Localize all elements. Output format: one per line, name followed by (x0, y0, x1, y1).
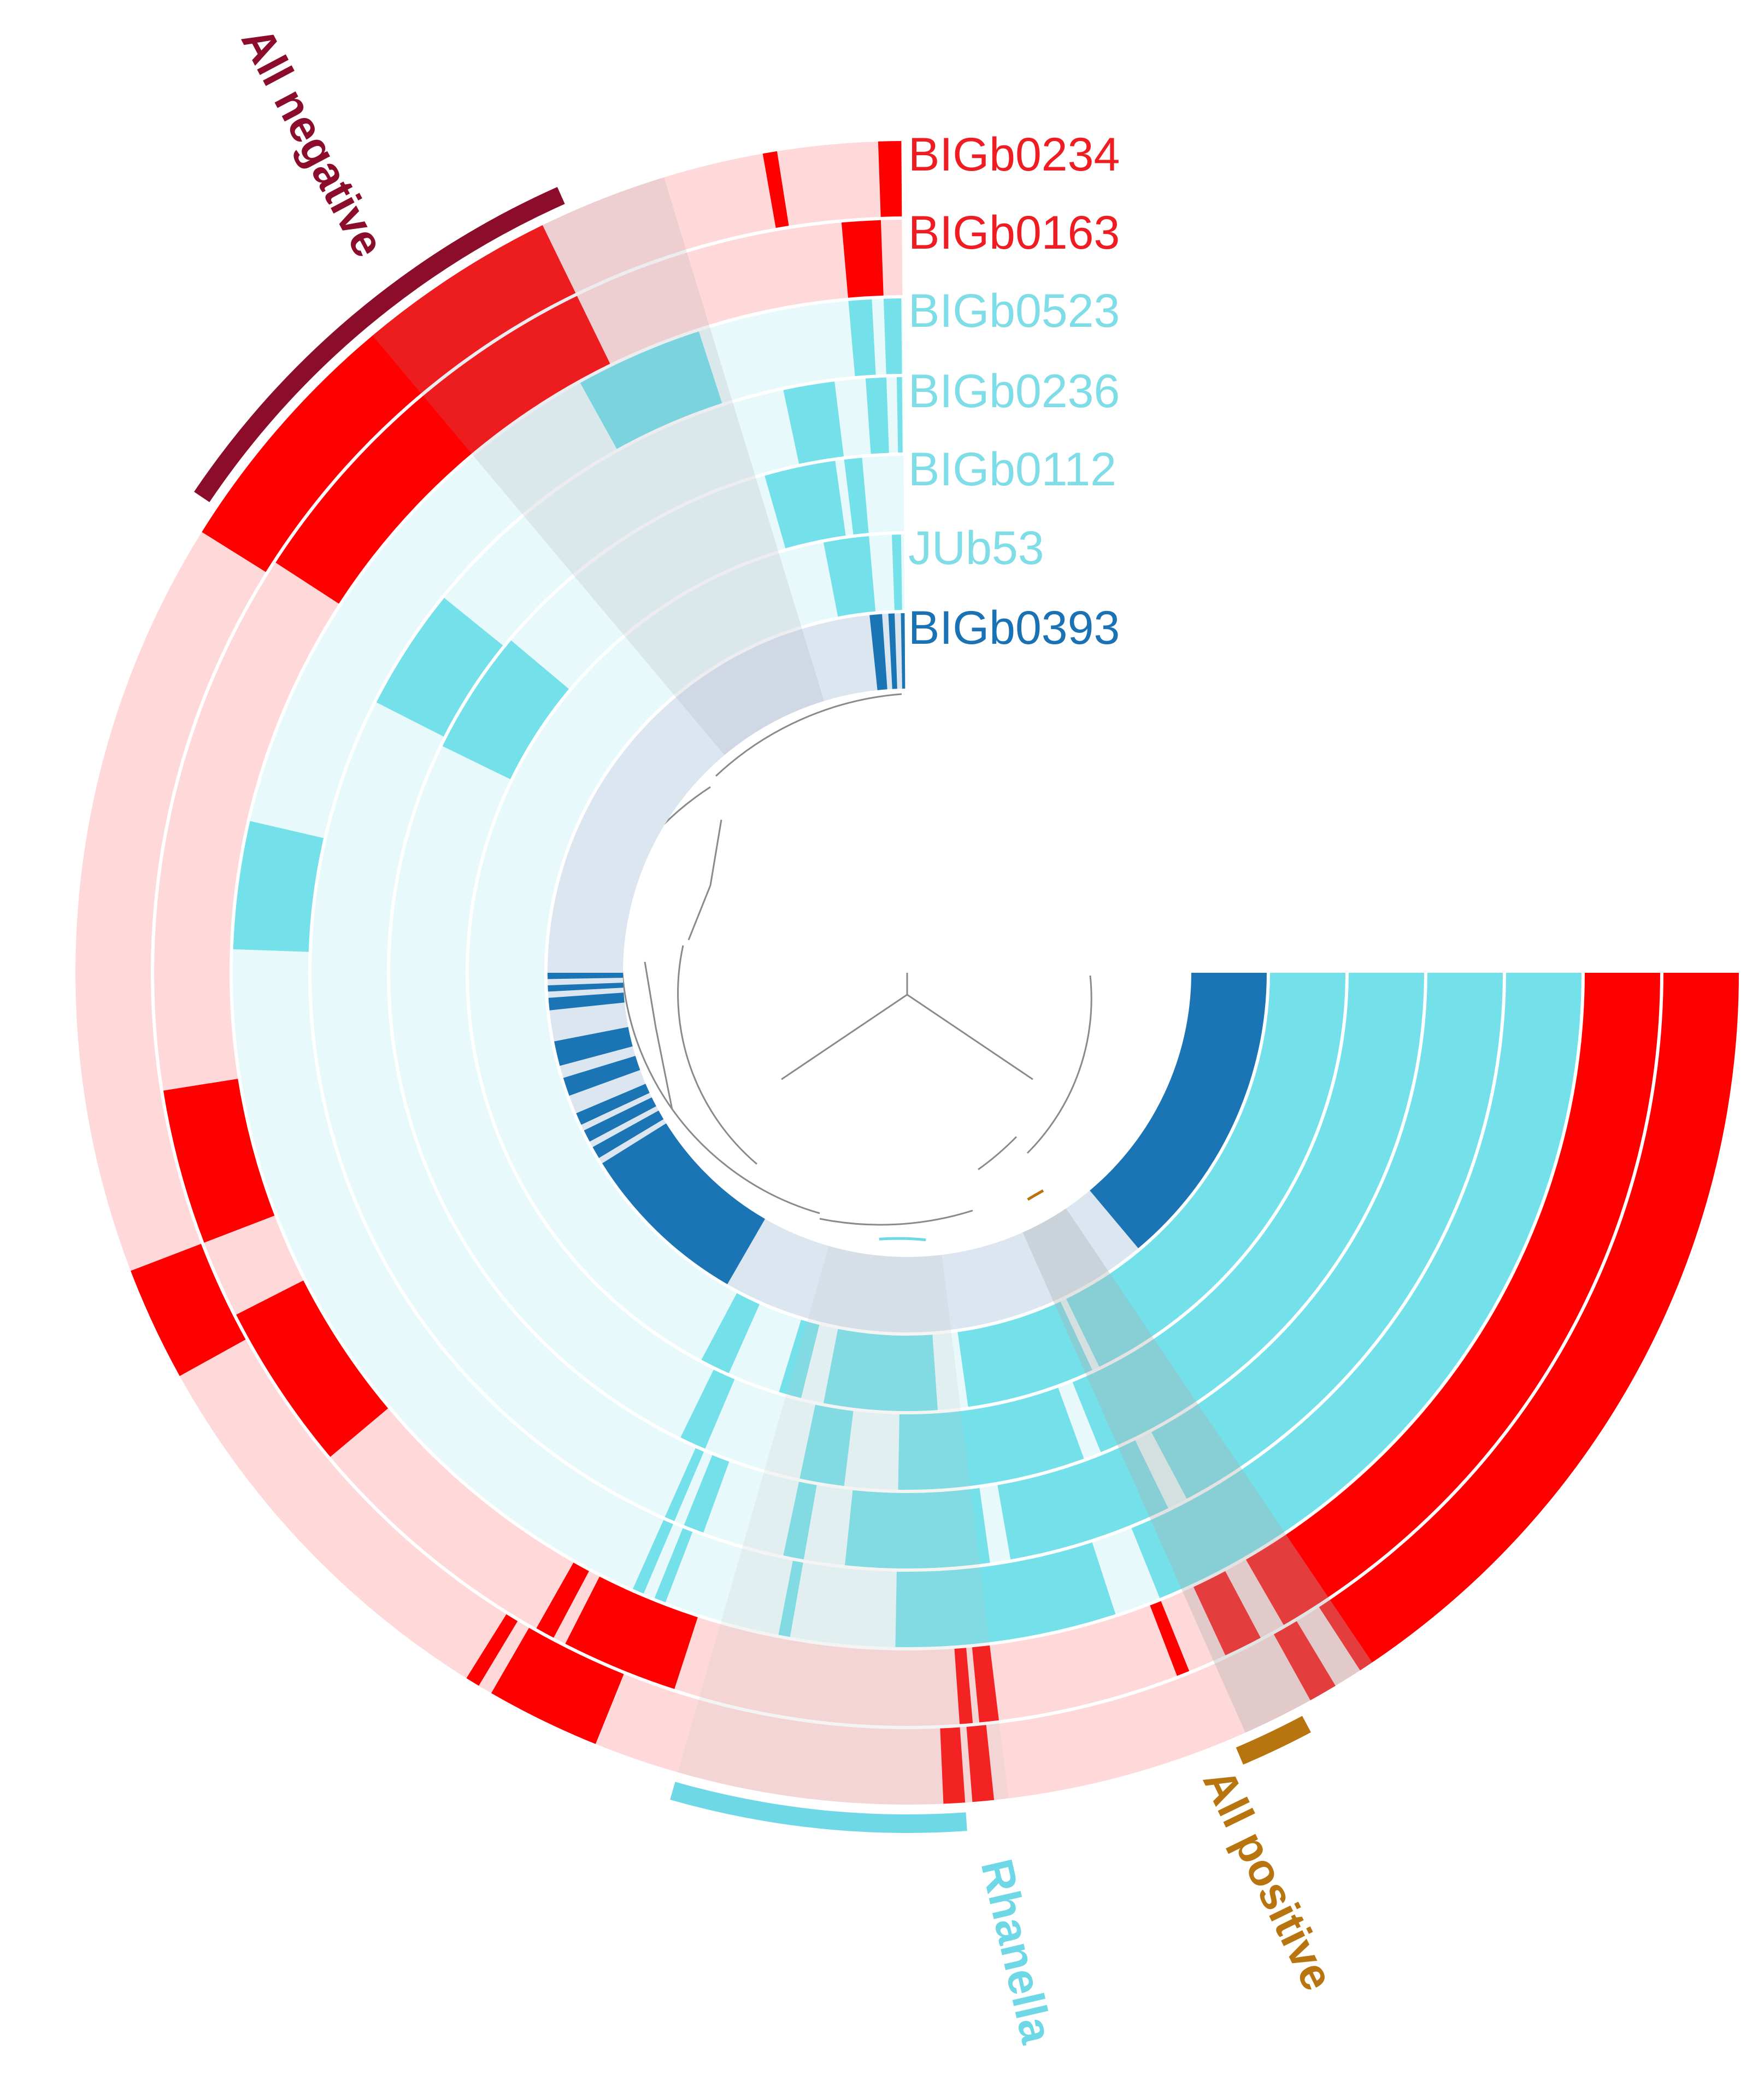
cell-bigb0236-0 (1151, 973, 1503, 1499)
cell-bigb0163-0 (1246, 973, 1660, 1625)
ring-labels: BIGb0234 BIGb0163 BIGb0523 BIGb0236 BIGb… (908, 128, 1120, 654)
cell-bigb0393-10 (869, 614, 887, 690)
highlight-band-rhanella (678, 1245, 1009, 1805)
cell-bigb0112-4 (442, 640, 569, 779)
cell-bigb0163-8 (163, 1078, 275, 1243)
cell-bigb0234-7 (202, 225, 576, 572)
cell-bigb0393-6 (554, 1027, 633, 1066)
cell-bigb0234-0 (1319, 973, 1739, 1671)
cell-bigb0112-5 (765, 461, 846, 549)
cell-bigb0393-9 (548, 973, 624, 979)
cell-jub53-5 (823, 536, 876, 617)
cell-bigb0393-11 (888, 613, 897, 689)
cell-jub53-1 (957, 1301, 1092, 1407)
tree-branch-rhanella (879, 1237, 926, 1242)
cell-bigb0393-2 (592, 1111, 664, 1158)
tree-branch-all-positive (1027, 1189, 1044, 1201)
cell-bigb0234-3 (940, 1727, 966, 1804)
cell-bigb0393-0 (1090, 973, 1267, 1249)
cell-bigb0234-8 (762, 151, 789, 228)
clade-label-all-positive: All positive (1193, 1761, 1343, 1998)
ring-label-bigb0393: BIGb0393 (908, 602, 1120, 654)
cell-bigb0163-1 (1193, 1571, 1261, 1655)
clade-bar-all-positive (1236, 1715, 1311, 1765)
cell-bigb0393-12 (901, 613, 905, 689)
cell-jub53-0 (1066, 973, 1345, 1367)
cell-bigb0163-5 (565, 1576, 698, 1689)
cell-bigb0163-6 (536, 1562, 589, 1638)
clade-label-rhanella: Rhanella (971, 1855, 1062, 2049)
clade-bar-all-negative (194, 187, 565, 502)
clade-bars (194, 187, 1311, 1833)
cell-bigb0236-4 (684, 1455, 730, 1533)
cell-bigb0393-5 (563, 1056, 640, 1096)
cell-bigb0163-10 (841, 220, 884, 298)
highlight-band-all-positive (1022, 1208, 1373, 1733)
cell-bigb0523-8 (883, 298, 902, 374)
cell-bigb0523-7 (848, 299, 876, 377)
cell-bigb0234-9 (878, 141, 902, 217)
cell-bigb0234-1 (1273, 1621, 1336, 1701)
ring-label-bigb0234: BIGb0234 (908, 128, 1120, 181)
cell-bigb0523-4 (633, 1520, 673, 1594)
cell-bigb0163-2 (1150, 1601, 1190, 1676)
highlight-band-all-negative (372, 177, 824, 755)
highlight-bands (372, 177, 1373, 1805)
cell-bigb0234-4 (491, 1628, 624, 1744)
ring-label-bigb0163: BIGb0163 (908, 207, 1120, 259)
ring-label-bigb0523: BIGb0523 (908, 285, 1120, 337)
cell-jub53-4 (701, 1293, 760, 1373)
cell-bigb0393-4 (576, 1084, 650, 1125)
cell-bigb0236-1 (997, 1440, 1168, 1560)
cell-bigb0234-2 (966, 1725, 995, 1802)
clade-label-all-negative: All negative (232, 20, 393, 265)
ring-label-bigb0236: BIGb0236 (908, 365, 1120, 418)
cell-jub53-6 (892, 534, 902, 610)
cell-bigb0523-3 (654, 1528, 693, 1603)
cell-bigb0236-5 (665, 1448, 704, 1521)
cell-bigb0112-2 (799, 1405, 854, 1486)
cell-jub53-3 (779, 1319, 820, 1399)
cell-bigb0163-7 (236, 1280, 389, 1457)
ring-label-jub53: JUb53 (908, 522, 1044, 574)
cell-bigb0112-3 (680, 1370, 735, 1449)
cell-bigb0163-4 (954, 1648, 973, 1724)
cell-jub53-2 (823, 1329, 938, 1411)
cell-bigb0112-0 (1072, 973, 1424, 1453)
cell-bigb0163-9 (275, 296, 610, 604)
cell-bigb0163-3 (972, 1645, 999, 1723)
cell-bigb0112-6 (844, 457, 869, 535)
cell-bigb0236-8 (865, 377, 889, 454)
cell-bigb0523-1 (895, 1542, 1116, 1647)
cell-bigb0236-7 (783, 381, 844, 464)
cell-bigb0234-6 (131, 1243, 246, 1376)
cell-bigb0523-0 (1131, 973, 1581, 1599)
cell-bigb0112-1 (898, 1388, 1084, 1490)
cell-bigb0236-6 (376, 598, 503, 737)
heatmap-rings (75, 141, 1739, 1805)
cell-bigb0393-8 (548, 983, 624, 992)
cell-bigb0523-2 (778, 1560, 803, 1637)
cell-bigb0523-5 (233, 821, 324, 952)
cell-bigb0236-3 (783, 1482, 817, 1560)
cell-bigb0236-9 (896, 377, 903, 453)
cell-bigb0523-6 (580, 331, 722, 449)
ring-label-bigb0112: BIGb0112 (908, 443, 1116, 496)
cell-bigb0236-2 (845, 1488, 990, 1568)
clade-bar-rhanella (670, 1782, 967, 1833)
cell-bigb0393-3 (584, 1097, 656, 1142)
cell-bigb0234-5 (466, 1614, 518, 1686)
cell-bigb0393-1 (602, 1123, 765, 1284)
cell-bigb0393-7 (548, 992, 625, 1010)
